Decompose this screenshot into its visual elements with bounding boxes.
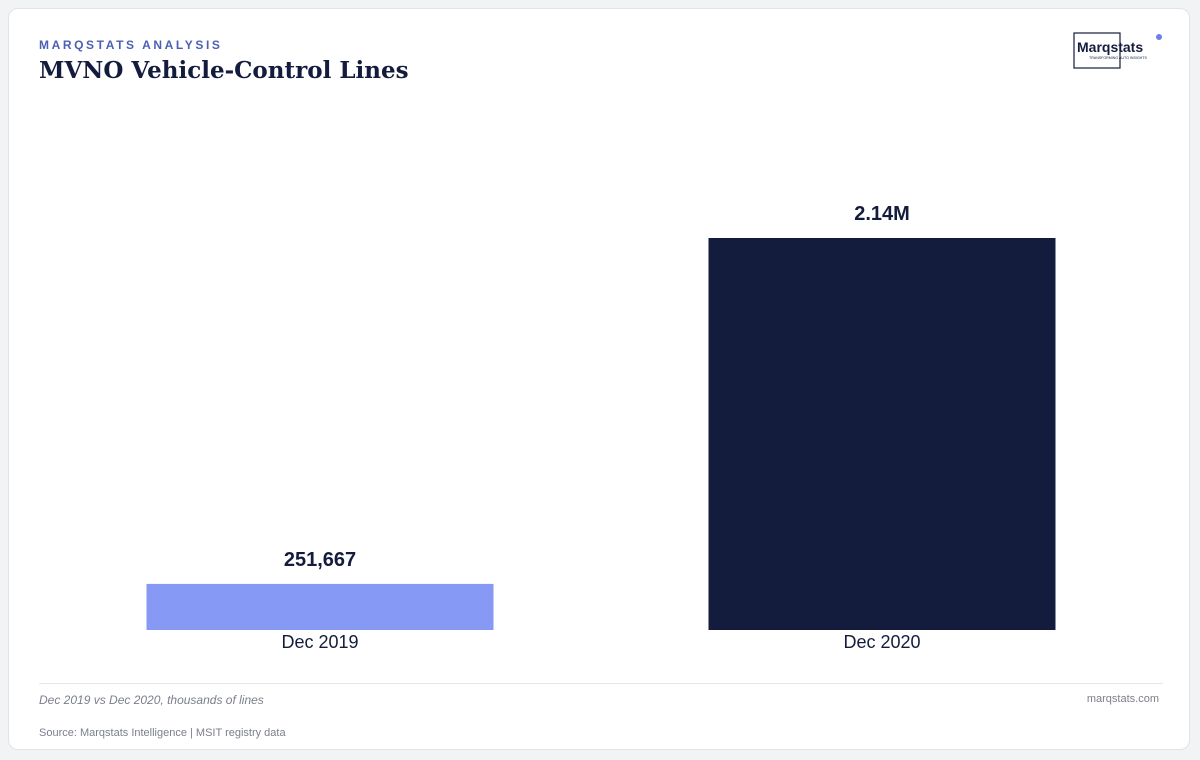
x-tick-label: Dec 2019 (281, 632, 358, 652)
footnote: Dec 2019 vs Dec 2020, thousands of lines (39, 693, 264, 707)
bar-dec-2019 (146, 583, 494, 630)
data-label: 251,667 (284, 549, 356, 571)
bars-group: 251,667 Dec 2019 2.14M Dec 2020 (146, 203, 1056, 652)
logo-dot-icon (1156, 34, 1162, 40)
data-label: 2.14M (854, 203, 910, 225)
source-note: Source: Marqstats Intelligence | MSIT re… (39, 727, 286, 739)
kicker-label: MARQSTATS ANALYSIS (39, 38, 223, 52)
marqstats-logo: Marqstats TRANSFORMING AUTO INSIGHTS (1073, 32, 1162, 69)
site-link[interactable]: marqstats.com (1086, 693, 1159, 705)
x-tick-label: Dec 2020 (843, 632, 920, 652)
logo-tagline: TRANSFORMING AUTO INSIGHTS (1089, 56, 1147, 60)
chart-card: MARQSTATS ANALYSIS MVNO Vehicle-Control … (8, 8, 1190, 750)
bar-chart: 251,667 Dec 2019 2.14M Dec 2020 (146, 203, 1056, 652)
logo-wordmark: Marqstats (1077, 39, 1143, 55)
chart-title: MVNO Vehicle-Control Lines (39, 57, 409, 84)
bar-dec-2020 (708, 238, 1056, 630)
footer-divider (39, 683, 1163, 684)
